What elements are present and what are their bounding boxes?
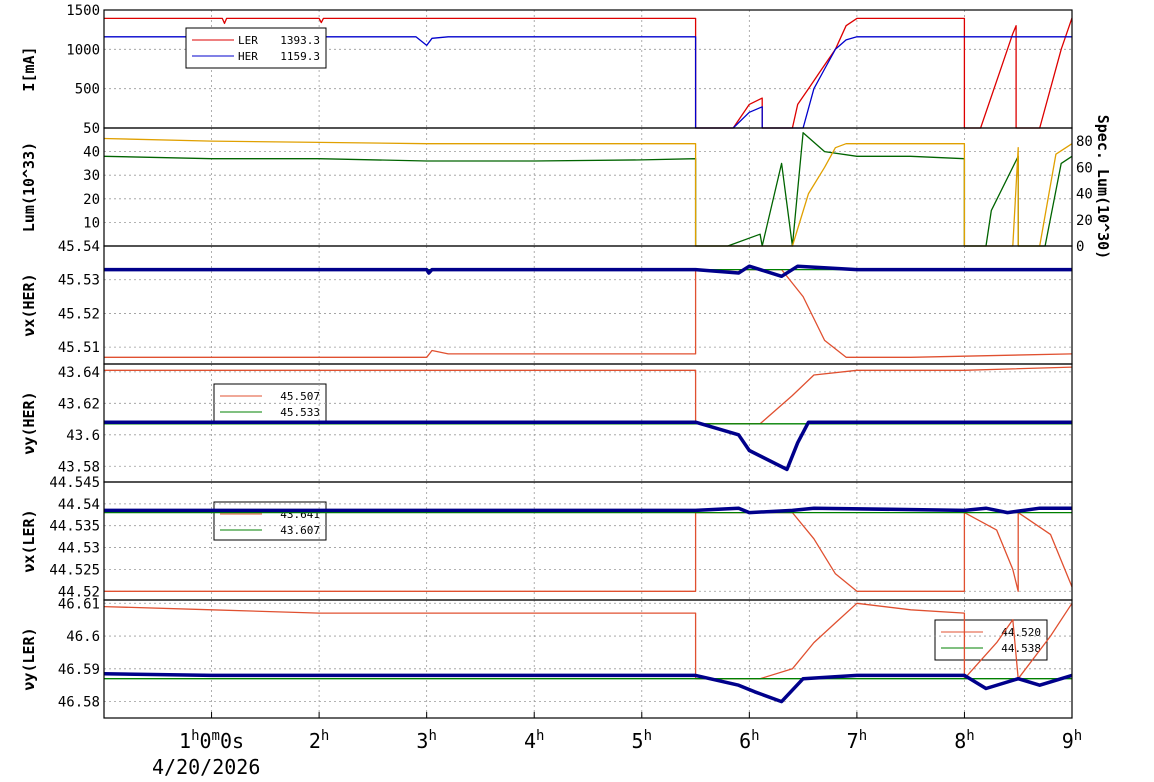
y-tick-label: 46.6 [66,629,100,645]
x-tick-label: 3h [416,728,436,753]
y-tick-label: 46.61 [58,596,100,612]
legend-box [185,27,327,69]
y-right-tick-label: 40 [1076,187,1093,203]
y-tick-label: 20 [83,192,100,208]
legend-name: HER [238,50,258,63]
plot-frame [103,245,1073,365]
legend-value: 44.538 [1001,642,1041,655]
x-tick-label: 7h [847,728,867,753]
y-right-tick-label: 60 [1076,160,1093,176]
series-line-ler [104,17,1073,129]
series-line-spec--lum [103,137,1073,247]
y-tick-label: 43.62 [58,396,100,412]
y-axis-label: νy(LER) [20,627,38,690]
series-line-set [103,602,1073,680]
legend-box [934,619,1048,661]
y-tick-label: 50 [83,121,100,137]
y-axis-label: νx(HER) [20,273,38,336]
x-tick-label: 2h [309,728,329,753]
y-tick-label: 45.53 [58,273,100,289]
y-tick-label: 10 [83,215,100,231]
y-right-tick-label: 80 [1076,134,1093,150]
legend-value: 1159.3 [280,50,320,63]
y-tick-label: 46.59 [58,662,100,678]
x-tick-label: 6h [739,728,759,753]
y-axis-label: I[mA] [20,46,38,91]
y-right-tick-label: 20 [1076,213,1093,229]
y-tick-label: 43.6 [66,428,100,444]
y-axis-label: νy(HER) [20,391,38,454]
y-tick-label: 30 [83,168,100,184]
series-line-meas [104,506,1072,515]
y-tick-label: 46.58 [58,695,100,711]
y-tick-label: 44.545 [49,475,100,491]
y-tick-label: 1500 [66,3,100,19]
x-tick-label: 1h0m0s [179,728,244,753]
legend-value: 1393.3 [280,34,320,47]
x-tick-label: 4h [524,728,544,753]
y-tick-label: 500 [75,82,100,98]
series-line-set [104,366,1073,425]
y-right-axis-label: Spec. Lum(10^30) [1094,115,1112,260]
y-tick-label: 43.58 [58,459,100,475]
y-tick-label: 44.525 [49,562,100,578]
series-line-meas [104,420,1072,472]
y-axis-label: νx(LER) [20,509,38,572]
legend-name: LER [238,34,258,47]
x-tick-label: 8h [954,728,974,753]
y-tick-label: 45.52 [58,306,100,322]
x-tick-label: 5h [632,728,652,753]
series-line-lum [103,132,1073,247]
series-line-her [104,36,1072,129]
y-tick-label: 45.51 [58,340,100,356]
legend-value: 44.520 [1001,626,1041,639]
y-tick-label: 44.54 [58,497,100,513]
y-tick-label: 1000 [66,42,100,58]
y-tick-label: 44.52 [58,584,100,600]
y-tick-label: 43.64 [58,365,100,381]
series-line-meas [104,264,1072,279]
legend-box [213,501,327,541]
y-tick-label: 40 [83,145,100,161]
y-tick-label: 44.53 [58,541,100,557]
y-tick-label: 44.535 [49,519,100,535]
y-axis-label: Lum(10^33) [20,142,38,232]
legend-value: 45.533 [280,406,320,419]
y-tick-label: 45.54 [58,239,100,255]
date-label: 4/20/2026 [152,755,261,779]
y-right-tick-label: 0 [1076,239,1084,255]
plot-frame [103,481,1073,601]
x-tick-label: 9h [1062,728,1082,753]
series-line-meas [103,671,1073,704]
plot-frame [103,127,1073,247]
plot-frame [103,599,1073,719]
legend-value: 45.507 [280,390,320,403]
legend-value: 43.607 [280,524,320,537]
